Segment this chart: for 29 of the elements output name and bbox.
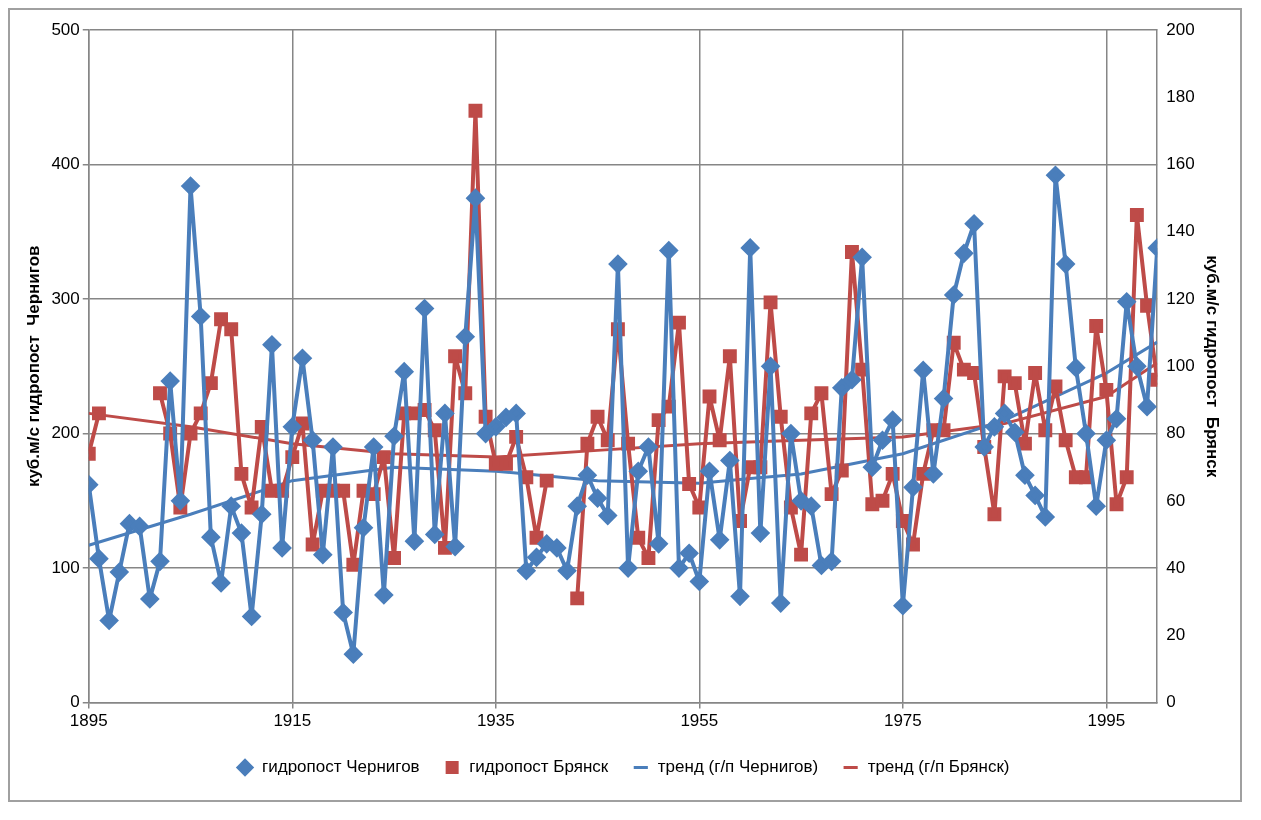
y-tick-label: 400 <box>51 154 80 174</box>
x-tick-label: 1955 <box>680 711 719 731</box>
y2-tick-label: 140 <box>1166 221 1195 241</box>
y2-tick-label: 80 <box>1166 423 1186 443</box>
y2-tick-label: 20 <box>1166 625 1186 645</box>
y-axis-title: куб.м/с гидропост Чернигов <box>23 245 43 488</box>
y2-tick-label: 120 <box>1166 288 1195 308</box>
x-tick-label: 1995 <box>1087 711 1126 731</box>
y2-tick-label: 200 <box>1166 19 1195 39</box>
legend-label: тренд (г/п Чернигов) <box>657 757 819 777</box>
y-tick-label: 500 <box>51 19 80 39</box>
y2-tick-label: 160 <box>1166 154 1195 174</box>
y2-tick-label: 0 <box>1166 692 1176 712</box>
y2-axis-title: куб.м/с гидропост Брянск <box>1203 255 1223 478</box>
y-tick-label: 0 <box>70 692 80 712</box>
y2-tick-label: 40 <box>1166 557 1186 577</box>
x-tick-label: 1975 <box>883 711 922 731</box>
x-tick-label: 1915 <box>273 711 312 731</box>
y2-tick-label: 180 <box>1166 86 1195 106</box>
legend-label: тренд (г/п Брянск) <box>867 757 1010 777</box>
y2-tick-label: 100 <box>1166 355 1195 375</box>
legend-label: гидропост Чернигов <box>262 757 420 777</box>
legend-label: гидропост Брянск <box>469 757 609 777</box>
y-tick-label: 200 <box>51 423 80 443</box>
x-tick-label: 1895 <box>69 711 108 731</box>
y-tick-label: 300 <box>51 288 80 308</box>
x-tick-label: 1935 <box>476 711 515 731</box>
y2-tick-label: 60 <box>1166 490 1186 510</box>
y-tick-label: 100 <box>51 557 80 577</box>
